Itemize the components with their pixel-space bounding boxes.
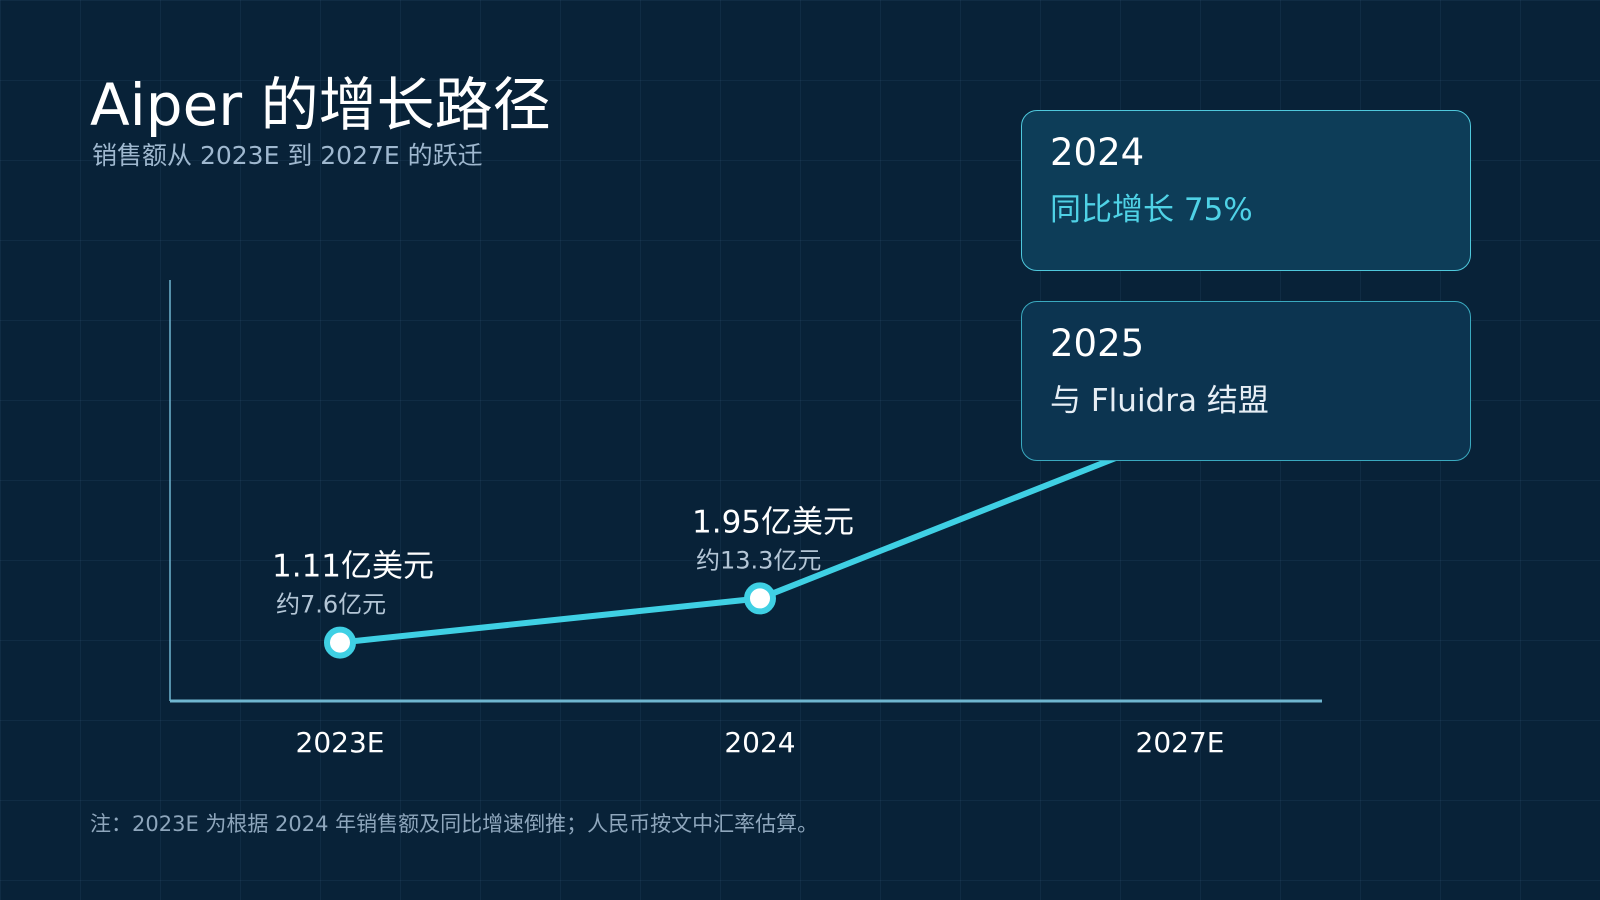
callout-text: 与 Fluidra 结盟: [1050, 382, 1269, 419]
data-label: 1.11亿美元: [272, 549, 434, 585]
callout-year: 2024: [1050, 131, 1145, 174]
callout-2025: 2025 与 Fluidra 结盟: [1021, 301, 1471, 461]
callout-2024: 2024 同比增长 75%: [1021, 110, 1471, 271]
data-point-2023E: [324, 626, 356, 659]
x-tick-label: 2024: [724, 726, 795, 759]
x-tick-label: 2023E: [296, 726, 385, 759]
page-subtitle: 销售额从 2023E 到 2027E 的跃迁: [92, 141, 483, 170]
callout-year: 2025: [1050, 322, 1145, 365]
callout-text: 同比增长 75%: [1050, 191, 1253, 228]
data-point-2024: [744, 582, 776, 615]
data-label: 1.95亿美元: [692, 504, 854, 540]
page-title: Aiper 的增长路径: [90, 71, 551, 139]
tick-layer: 2023E 2024 2027E: [296, 726, 1225, 759]
footnote: 注：2023E 为根据 2024 年销售额及同比增速倒推；人民币按文中汇率估算。: [90, 812, 819, 836]
x-tick-label: 2027E: [1136, 726, 1225, 759]
data-sublabel: 约7.6亿元: [276, 591, 386, 619]
data-sublabel: 约13.3亿元: [696, 546, 821, 574]
